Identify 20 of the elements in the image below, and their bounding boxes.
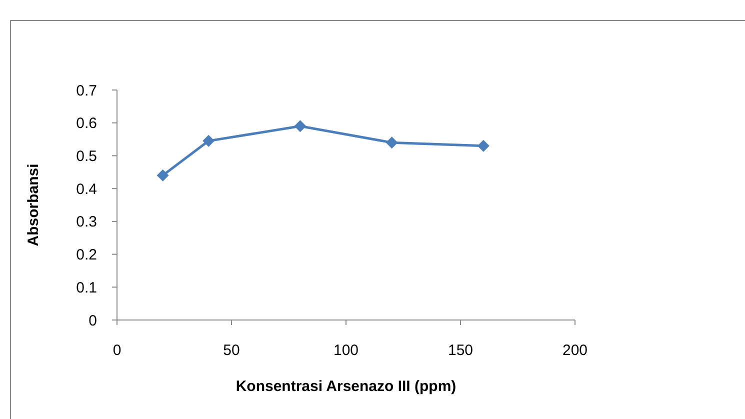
x-tick-label: 100 <box>333 342 359 359</box>
x-tick-label: 150 <box>448 342 474 359</box>
y-tick-label: 0 <box>88 312 97 330</box>
point <box>156 169 169 182</box>
x-tick-label: 200 <box>562 342 588 359</box>
point <box>294 120 306 132</box>
y-axis-title: Absorbansi <box>25 164 42 246</box>
y-tick-label: 0.4 <box>76 180 97 198</box>
point <box>202 134 215 147</box>
y-tick-label: 0.2 <box>76 246 97 264</box>
y-tick-label: 0.7 <box>76 82 97 100</box>
x-tick-label: 50 <box>223 342 240 359</box>
y-tick-label: 0.6 <box>76 115 97 132</box>
x-tick-label: 0 <box>112 342 122 359</box>
x-axis-title: Konsentrasi Arsenazo III (ppm) <box>236 378 456 395</box>
y-tick-label: 0.5 <box>76 148 97 165</box>
point <box>386 136 398 149</box>
y-tick-label: 0.1 <box>76 279 97 296</box>
point <box>477 140 490 152</box>
y-tick-label: 0.3 <box>76 214 97 231</box>
